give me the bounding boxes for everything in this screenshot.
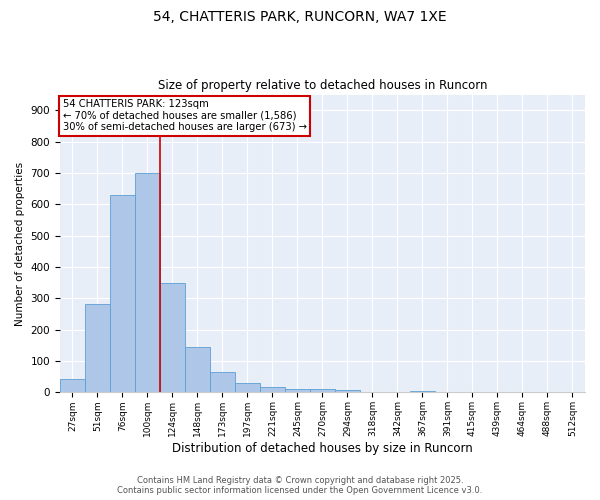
- Text: 54 CHATTERIS PARK: 123sqm
← 70% of detached houses are smaller (1,586)
30% of se: 54 CHATTERIS PARK: 123sqm ← 70% of detac…: [62, 99, 307, 132]
- Bar: [210, 372, 235, 392]
- Text: 54, CHATTERIS PARK, RUNCORN, WA7 1XE: 54, CHATTERIS PARK, RUNCORN, WA7 1XE: [153, 10, 447, 24]
- Bar: [410, 391, 435, 392]
- Text: Contains HM Land Registry data © Crown copyright and database right 2025.
Contai: Contains HM Land Registry data © Crown c…: [118, 476, 482, 495]
- Bar: [185, 347, 210, 393]
- Bar: [110, 195, 135, 392]
- Title: Size of property relative to detached houses in Runcorn: Size of property relative to detached ho…: [158, 79, 487, 92]
- Bar: [235, 383, 260, 392]
- Bar: [285, 388, 310, 392]
- Bar: [135, 173, 160, 392]
- Bar: [335, 390, 360, 392]
- Bar: [160, 282, 185, 393]
- Y-axis label: Number of detached properties: Number of detached properties: [15, 162, 25, 326]
- Bar: [85, 304, 110, 392]
- Bar: [260, 387, 285, 392]
- X-axis label: Distribution of detached houses by size in Runcorn: Distribution of detached houses by size …: [172, 442, 473, 455]
- Bar: [60, 380, 85, 392]
- Bar: [310, 390, 335, 392]
